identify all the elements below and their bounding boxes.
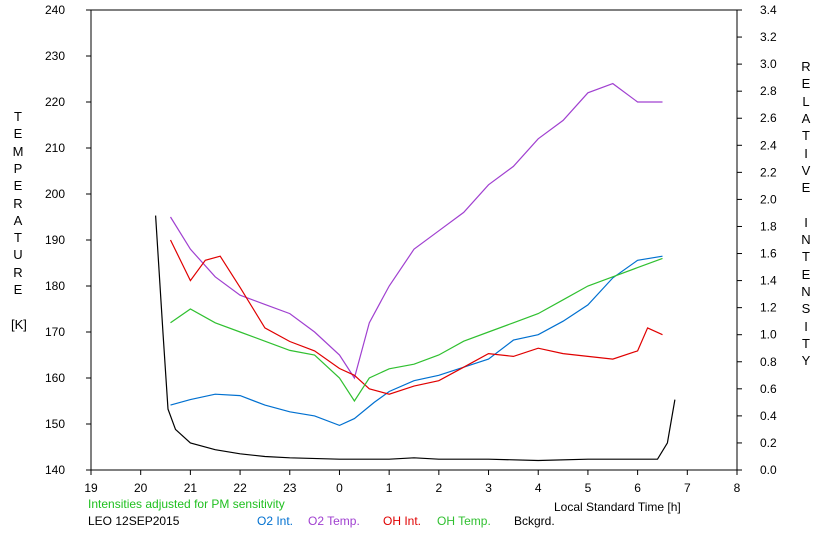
leftlab-char: P [13, 160, 23, 176]
plot-frame [90, 9, 738, 471]
y-right-tick-label: 0.4 [760, 409, 777, 423]
leftlab-char: E [13, 282, 23, 297]
y-left-tick-label: 190 [45, 233, 65, 247]
y-left-tick-label: 150 [45, 417, 65, 431]
x-tick-label: 6 [634, 481, 641, 495]
x-tick-label: 22 [233, 481, 247, 495]
leftlab-char: E [13, 126, 23, 142]
y-right-tick-label: 0.2 [760, 436, 777, 450]
leftlab-char: [K] [11, 316, 27, 332]
rightlab-char: S [801, 301, 811, 317]
x-tick-label: 4 [535, 481, 542, 495]
leftlab-char: T [14, 109, 22, 124]
leftlab-char: R [13, 195, 23, 211]
x-tick-label: 21 [184, 481, 198, 495]
y-right-tick-label: 1.2 [760, 301, 777, 315]
rightlab-char: L [802, 93, 810, 109]
sensitivity-note: Intensities adjusted for PM sensitivity [88, 497, 285, 511]
x-tick-label: 7 [684, 481, 691, 495]
right-y-axis: 0.0 0.2 0.4 0.6 0.8 1.0 1.2 1.4 1.6 1.8 2.0 2.2 2.4 2… [737, 3, 777, 477]
x-tick-label: 8 [734, 481, 741, 495]
rightlab-char: A [801, 110, 811, 126]
leftlab-char: R [13, 264, 23, 280]
station-date: LEO 12SEP2015 [88, 514, 180, 528]
legend-o2-temp: O2 Temp. [308, 514, 360, 528]
left-y-axis: 140 150 160 170 180 190 200 210 220 230 240 [45, 3, 91, 477]
rightlab-char: E [801, 76, 811, 92]
rightlab-char: T [802, 249, 810, 265]
series-oh-temp [170, 257, 663, 403]
rightlab-char: E [801, 180, 811, 196]
y-right-tick-label: 3.4 [760, 3, 777, 17]
leftlab-char: E [13, 178, 23, 194]
y-left-tick-label: 220 [45, 95, 65, 109]
rightlab-char: N [801, 283, 811, 299]
y-right-tick-label: 0.0 [760, 463, 777, 477]
x-axis: 19 20 21 22 23 0 1 2 3 4 5 6 7 8 [84, 470, 741, 495]
y-right-tick-label: 1.4 [760, 274, 777, 288]
legend-oh-int: OH Int. [383, 514, 422, 528]
legend-bckgrd: Bckgrd. [514, 514, 555, 528]
y-left-tick-label: 160 [45, 371, 65, 385]
y-right-tick-label: 2.4 [760, 138, 777, 152]
y-right-tick-label: 1.0 [760, 328, 777, 342]
y-left-tick-label: 230 [45, 49, 65, 63]
rightlab-char: N [801, 232, 811, 247]
rightlab-char: R [801, 59, 811, 74]
x-tick-label: 3 [485, 481, 492, 495]
y-right-tick-label: 0.6 [760, 382, 777, 396]
legend-oh-temp: OH Temp. [437, 514, 491, 528]
series-o2-temp [169, 82, 663, 380]
series-o2-int [170, 255, 663, 427]
leftlab-char: U [13, 247, 23, 263]
y-right-tick-label: 2.2 [760, 165, 777, 179]
y-right-tick-label: 2.6 [760, 111, 777, 125]
series-bckgrd [155, 215, 676, 462]
rightlab-char: T [802, 335, 810, 351]
y-right-tick-label: 2.0 [760, 192, 777, 206]
x-tick-label: 1 [386, 481, 393, 495]
leftlab-char: T [14, 230, 22, 246]
legend-o2-int: O2 Int. [257, 514, 294, 528]
x-tick-label: 19 [84, 481, 98, 495]
y-left-tick-label: 170 [45, 325, 65, 339]
leftlab-char: A [13, 212, 23, 228]
y-left-tick-label: 210 [45, 141, 65, 155]
x-tick-label: 5 [585, 481, 592, 495]
y-right-tick-label: 1.8 [760, 219, 777, 233]
y-right-tick-label: 1.6 [760, 247, 777, 261]
rightlab-char: I [804, 145, 808, 161]
y-right-tick-label: 3.2 [760, 30, 777, 44]
y-left-tick-label: 200 [45, 187, 65, 201]
y-left-tick-label: 240 [45, 3, 65, 17]
x-tick-label: 20 [134, 481, 148, 495]
x-tick-label: 23 [283, 481, 297, 495]
rightlab-char: Y [801, 353, 811, 369]
y-right-tick-label: 0.8 [760, 355, 777, 369]
rightlab-char: T [802, 128, 810, 144]
y-left-tick-label: 140 [45, 463, 65, 477]
rightlab-char: V [801, 162, 811, 178]
x-tick-label: 0 [336, 481, 343, 495]
rightlab-char: I [804, 214, 808, 230]
y-left-tick-label: 180 [45, 279, 65, 293]
y-right-tick-label: 3.0 [760, 57, 777, 71]
series-oh-int [169, 239, 663, 395]
leftlab-char: M [12, 143, 24, 159]
y-right-tick-label: 2.8 [760, 84, 777, 98]
series-lines [155, 82, 676, 462]
rightlab-char: I [804, 318, 808, 334]
rightlab-char: E [801, 266, 811, 282]
x-axis-label: Local Standard Time [h] [554, 500, 681, 514]
x-tick-label: 2 [436, 481, 443, 495]
